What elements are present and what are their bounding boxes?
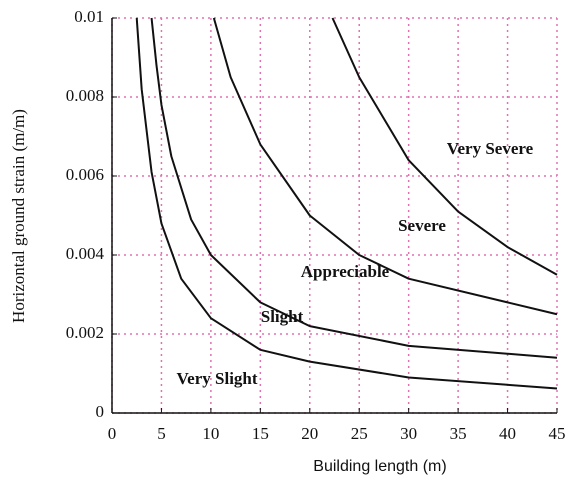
zone-label: Very Severe	[447, 139, 534, 158]
curve	[212, 17, 558, 316]
y-tick-label: 0	[96, 402, 105, 421]
zone-label: Very Slight	[176, 369, 257, 388]
zone-label: Slight	[261, 307, 304, 326]
x-tick-label: 35	[450, 424, 467, 443]
y-tick-label: 0.01	[74, 7, 104, 26]
y-tick-label: 0.002	[66, 323, 104, 342]
x-tick-label: 45	[549, 424, 566, 443]
x-tick-label: 0	[108, 424, 117, 443]
curve	[150, 17, 558, 359]
y-tick-label: 0.006	[66, 165, 104, 184]
x-tick-label: 10	[202, 424, 219, 443]
x-axis-label: Building length (m)	[313, 458, 446, 475]
y-tick-label: 0.008	[66, 86, 104, 105]
y-axis-label: Horizontal ground strain (m/m)	[9, 109, 28, 323]
curve	[331, 17, 558, 276]
x-tick-label: 20	[301, 424, 318, 443]
curve	[135, 17, 558, 390]
zone-label: Appreciable	[301, 262, 390, 281]
x-tick-label: 5	[157, 424, 166, 443]
x-tick-label: 30	[400, 424, 417, 443]
x-tick-label: 40	[499, 424, 516, 443]
zone-label: Severe	[398, 216, 446, 235]
y-tick-label: 0.004	[66, 244, 105, 263]
x-tick-label: 15	[252, 424, 269, 443]
x-tick-label: 25	[351, 424, 368, 443]
